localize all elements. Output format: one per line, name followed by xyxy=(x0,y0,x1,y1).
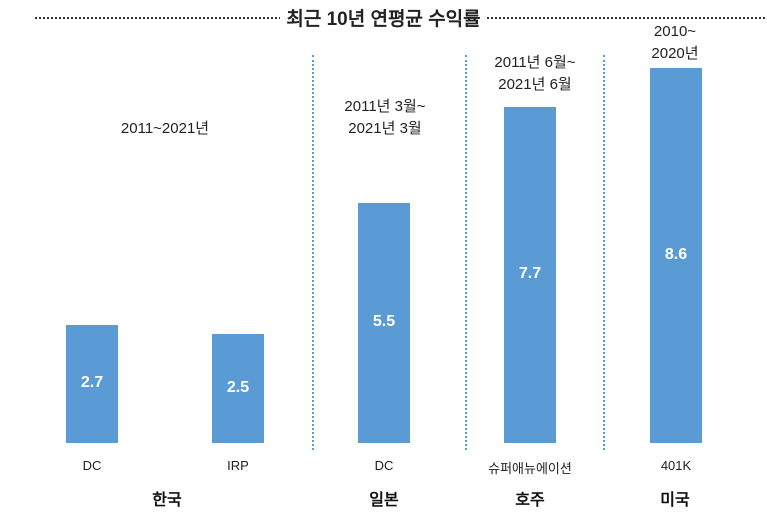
bar xyxy=(650,68,702,443)
period-line: 2020년 xyxy=(651,45,699,62)
country-label: 호주 xyxy=(515,492,545,509)
category-label: 슈퍼애뉴에이션 xyxy=(488,461,572,476)
group-divider xyxy=(603,55,605,450)
group-divider xyxy=(312,55,314,450)
data-label: 7.7 xyxy=(518,265,542,283)
country-label: 일본 xyxy=(369,492,399,509)
category-label: DC xyxy=(374,458,394,473)
period-line: 2021년 6월 xyxy=(498,76,572,93)
data-label: 2.7 xyxy=(80,374,104,392)
period-line: 2010~ xyxy=(653,23,697,40)
chart-title: 최근 10년 연평균 수익률 xyxy=(0,4,767,31)
period-australia: 2011년 6월~ 2021년 6월 xyxy=(470,52,600,96)
country-label: 한국 xyxy=(152,492,182,509)
bar xyxy=(358,203,410,443)
period-usa: 2010~ 2020년 xyxy=(615,21,735,65)
chart-title-text: 최근 10년 연평균 수익률 xyxy=(280,9,487,30)
data-label: 5.5 xyxy=(372,313,396,331)
period-line: 2021년 3월 xyxy=(348,120,422,137)
period-japan: 2011년 3월~ 2021년 3월 xyxy=(320,96,450,140)
bar xyxy=(212,334,264,443)
category-label: DC xyxy=(82,458,102,473)
group-divider xyxy=(465,55,467,450)
period-line: 2011년 6월~ xyxy=(494,54,576,71)
country-label: 미국 xyxy=(660,492,690,509)
period-line: 2011년 3월~ xyxy=(344,98,426,115)
period-korea: 2011~2021년 xyxy=(120,120,210,137)
bar xyxy=(66,325,118,443)
bar xyxy=(504,107,556,443)
category-label: 401K xyxy=(660,458,692,473)
category-label: IRP xyxy=(227,458,249,473)
data-label: 2.5 xyxy=(226,378,250,396)
data-label: 8.6 xyxy=(664,245,688,263)
